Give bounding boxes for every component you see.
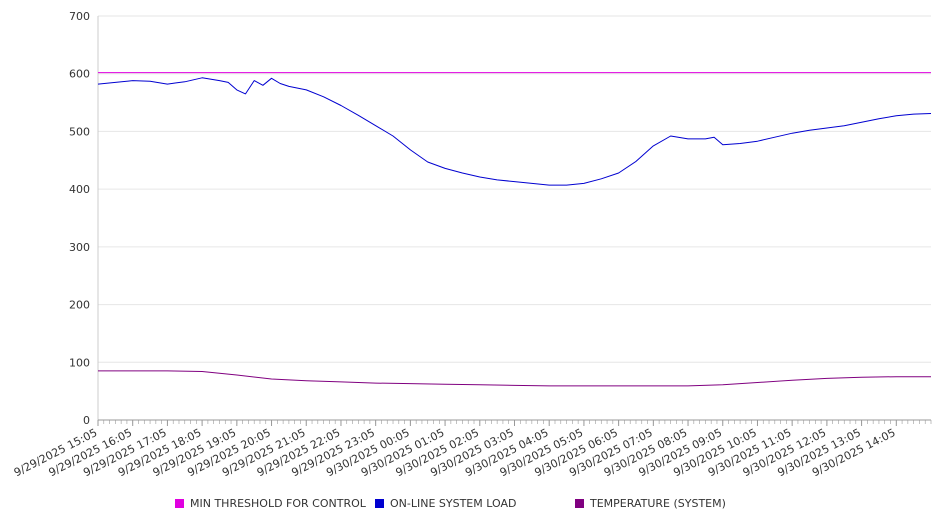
y-tick-label: 700 <box>69 10 90 23</box>
legend-item[interactable]: ON-LINE SYSTEM LOAD <box>375 497 516 510</box>
y-tick-label: 400 <box>69 183 90 196</box>
y-tick-label: 100 <box>69 356 90 369</box>
legend-swatch <box>175 499 184 508</box>
x-tick-labels: 9/29/2025 15:059/29/2025 16:059/29/2025 … <box>12 426 898 479</box>
y-tick-label: 200 <box>69 299 90 312</box>
legend-label: MIN THRESHOLD FOR CONTROL <box>190 497 366 510</box>
legend-label: TEMPERATURE (SYSTEM) <box>590 497 726 510</box>
axes <box>97 16 932 426</box>
y-tick-label: 500 <box>69 125 90 138</box>
grid-lines <box>98 15 931 363</box>
series-line-2 <box>98 370 931 387</box>
legend-swatch <box>375 499 384 508</box>
y-tick-label: 600 <box>69 68 90 81</box>
y-tick-label: 0 <box>83 414 90 427</box>
legend-item[interactable]: TEMPERATURE (SYSTEM) <box>575 497 726 510</box>
series-lines <box>97 72 932 387</box>
legend-swatch <box>575 499 584 508</box>
line-chart: 0 100 200 300 400 500 600 700 9/29/2025 15:059/… <box>12 10 932 479</box>
y-tick-labels: 0 100 200 300 400 500 600 700 <box>69 10 90 427</box>
y-tick-label: 300 <box>69 241 90 254</box>
series-line-1 <box>97 77 932 186</box>
legend: MIN THRESHOLD FOR CONTROL ON-LINE SYSTEM … <box>0 497 946 515</box>
legend-item[interactable]: MIN THRESHOLD FOR CONTROL <box>175 497 366 510</box>
legend-label: ON-LINE SYSTEM LOAD <box>390 497 517 510</box>
